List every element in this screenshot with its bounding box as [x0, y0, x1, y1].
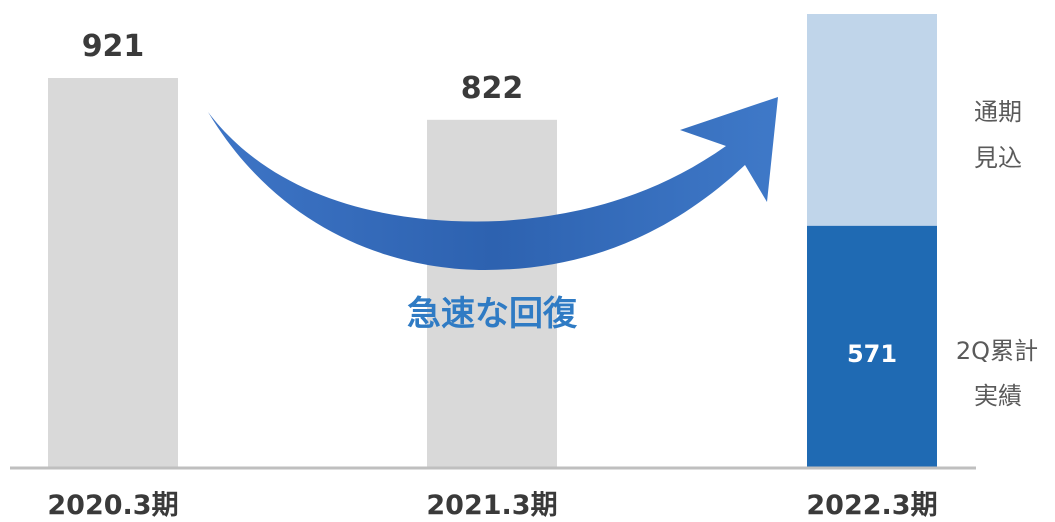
category-label-2021: 2021.3期 [426, 490, 557, 521]
forecast-label-line2: 見込 [974, 144, 1022, 172]
bar-2022-forecast [807, 14, 937, 226]
data-label-2021: 822 [461, 71, 524, 106]
actual-label-line2: 実績 [974, 382, 1022, 410]
data-label-2022-actual: 571 [847, 340, 897, 368]
actual-label-line1: 2Q累計 [956, 337, 1038, 365]
forecast-label-line1: 通期 [974, 98, 1022, 126]
bar-2020 [48, 78, 178, 467]
curved-up-arrow-icon [208, 97, 778, 270]
recovery-annotation: 急速な回復 [407, 294, 578, 334]
data-label-2020: 921 [82, 29, 145, 64]
bar-2021 [427, 119, 557, 467]
bar-2022-actual [807, 225, 937, 467]
category-label-2020: 2020.3期 [47, 490, 178, 521]
category-label-2022: 2022.3期 [806, 490, 937, 521]
